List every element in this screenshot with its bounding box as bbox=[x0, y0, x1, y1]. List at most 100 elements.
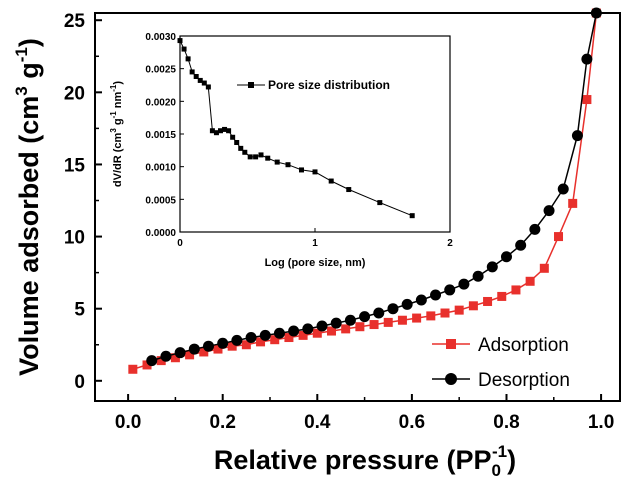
main-x-tick-label: 0.2 bbox=[209, 412, 235, 433]
inset-data-point bbox=[274, 159, 280, 165]
main-x-tick-label: 0.4 bbox=[304, 412, 331, 433]
main-y-tick-label: 20 bbox=[64, 83, 85, 104]
data-point-desorption bbox=[146, 355, 158, 367]
main-y-tick-label: 0 bbox=[74, 372, 85, 393]
inset-data-point bbox=[177, 38, 183, 44]
data-point-desorption bbox=[415, 294, 427, 306]
data-point-adsorption bbox=[397, 315, 407, 325]
data-point-desorption bbox=[259, 329, 271, 341]
inset-data-point bbox=[193, 74, 199, 80]
legend-label-desorption: Desorption bbox=[478, 370, 570, 391]
data-point-desorption bbox=[273, 327, 285, 339]
inset-legend: Pore size distribution bbox=[237, 78, 390, 92]
data-point-adsorption bbox=[539, 263, 549, 273]
data-point-desorption bbox=[316, 320, 328, 332]
inset-data-point bbox=[238, 145, 244, 151]
data-point-desorption bbox=[458, 278, 470, 290]
data-point-desorption bbox=[557, 183, 569, 195]
data-point-desorption bbox=[486, 261, 498, 273]
data-point-adsorption bbox=[284, 333, 294, 343]
data-point-desorption bbox=[217, 337, 229, 349]
inset-data-point bbox=[222, 126, 228, 132]
inset-data-point bbox=[218, 128, 223, 134]
data-point-desorption bbox=[529, 223, 541, 235]
legend-marker-adsorption bbox=[446, 339, 456, 349]
inset-data-point bbox=[242, 149, 248, 155]
data-point-desorption bbox=[571, 130, 583, 142]
inset-data-point bbox=[234, 139, 240, 145]
main-y-tick-label: 10 bbox=[64, 228, 85, 249]
inset-y-axis-label: dV/dR (cm3 g-1 nm-1) bbox=[109, 81, 124, 187]
data-point-adsorption bbox=[241, 340, 251, 350]
data-point-desorption bbox=[387, 303, 399, 315]
inset-x-tick-label: 1 bbox=[312, 238, 318, 249]
main-series-layer bbox=[128, 7, 602, 374]
data-point-adsorption bbox=[355, 322, 365, 332]
inset-data-point bbox=[299, 167, 304, 173]
inset-data-point bbox=[189, 69, 195, 75]
data-point-adsorption bbox=[454, 305, 464, 315]
data-point-adsorption bbox=[270, 335, 280, 345]
data-point-desorption bbox=[590, 7, 602, 19]
data-point-adsorption bbox=[369, 320, 379, 330]
data-point-adsorption bbox=[256, 337, 266, 347]
data-point-desorption bbox=[543, 205, 555, 217]
inset-data-point bbox=[213, 130, 219, 136]
inset-data-point bbox=[185, 56, 191, 62]
main-legend: Adsorption Desorption bbox=[432, 335, 570, 391]
inset-background bbox=[180, 36, 450, 232]
data-point-desorption bbox=[174, 347, 186, 359]
data-point-adsorption bbox=[554, 232, 564, 242]
data-point-adsorption bbox=[341, 324, 351, 334]
inset-data-point bbox=[247, 154, 253, 160]
data-point-desorption bbox=[344, 314, 356, 326]
inset-data-point bbox=[258, 152, 264, 158]
data-point-desorption bbox=[359, 311, 371, 323]
inset-data-point bbox=[346, 187, 352, 193]
data-point-adsorption bbox=[326, 326, 336, 336]
inset-x-tick-label: 0 bbox=[177, 238, 183, 249]
data-point-desorption bbox=[330, 317, 342, 329]
data-point-desorption bbox=[430, 289, 442, 301]
inset-data-point bbox=[201, 80, 207, 86]
data-point-desorption bbox=[245, 332, 257, 344]
inset-y-tick-label: 0.0015 bbox=[145, 130, 176, 141]
data-point-desorption bbox=[581, 53, 593, 65]
main-x-tick-label: 0.8 bbox=[493, 412, 519, 433]
main-x-tick-label: 0.0 bbox=[115, 412, 141, 433]
inset-data-point bbox=[181, 46, 187, 52]
data-point-adsorption bbox=[213, 344, 223, 354]
data-point-adsorption bbox=[142, 360, 152, 370]
inset-y-tick-label: 0.0005 bbox=[145, 195, 176, 206]
inset-data-point bbox=[226, 128, 232, 134]
inset-data-point bbox=[409, 213, 415, 219]
inset-data-point bbox=[197, 77, 203, 83]
inset-y-tick-label: 0.0020 bbox=[145, 97, 176, 108]
inset-x-axis-label: Log (pore size, nm) bbox=[265, 257, 366, 269]
data-point-desorption bbox=[203, 340, 215, 352]
data-point-adsorption bbox=[568, 198, 578, 208]
inset-series-layer bbox=[177, 38, 415, 219]
main-x-tick-label: 0.6 bbox=[399, 412, 425, 433]
main-y-tick-label: 25 bbox=[64, 11, 86, 32]
data-point-desorption bbox=[472, 270, 484, 282]
data-point-desorption bbox=[160, 350, 172, 362]
inset-data-point bbox=[253, 154, 259, 160]
inset-y-tick-label: 0.0000 bbox=[145, 228, 176, 239]
data-point-desorption bbox=[302, 323, 314, 335]
inset-data-point bbox=[265, 155, 271, 161]
inset-data-point bbox=[377, 200, 383, 206]
data-point-adsorption bbox=[525, 276, 535, 286]
data-point-adsorption bbox=[468, 301, 478, 311]
data-point-adsorption bbox=[128, 364, 138, 374]
data-point-adsorption bbox=[497, 291, 507, 301]
main-y-tick-label: 15 bbox=[64, 155, 86, 176]
data-point-adsorption bbox=[582, 95, 592, 105]
data-point-adsorption bbox=[298, 330, 308, 340]
inset-data-point bbox=[312, 169, 318, 175]
inset-x-tick-label: 2 bbox=[447, 238, 453, 249]
inset-legend-label: Pore size distribution bbox=[268, 78, 390, 92]
data-point-adsorption bbox=[511, 285, 521, 295]
